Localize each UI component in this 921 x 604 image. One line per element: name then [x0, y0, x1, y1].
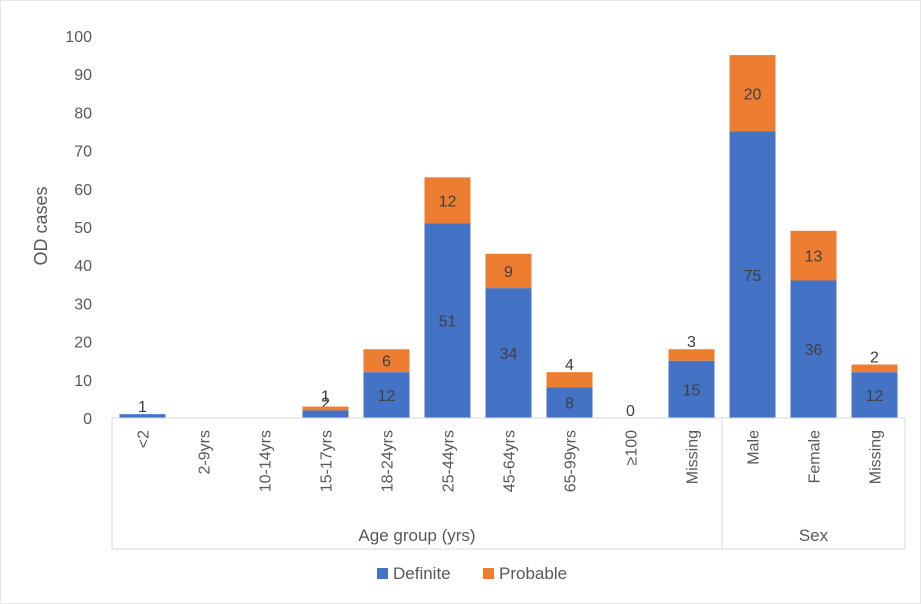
x-tick-label: ≥100: [624, 430, 641, 466]
x-tick-label: 25-44yrs: [441, 430, 458, 492]
data-label: 75: [744, 268, 762, 285]
y-tick-label: 60: [74, 182, 92, 199]
x-tick-label: Female: [807, 430, 824, 483]
legend-label: Definite: [393, 564, 451, 583]
legend-swatch-definite: [377, 568, 388, 579]
data-label: 36: [805, 342, 823, 359]
x-tick-label: 45-64yrs: [502, 430, 519, 492]
data-label: 12: [378, 388, 396, 405]
y-tick-label: 40: [74, 258, 92, 275]
legend-label: Probable: [499, 564, 567, 583]
bar-definite: [119, 414, 166, 418]
data-label: 1: [321, 389, 330, 406]
y-tick-label: 30: [74, 296, 92, 313]
x-tick-label: 18-24yrs: [380, 430, 397, 492]
data-label: 34: [500, 346, 518, 363]
bar-definite: [668, 360, 715, 418]
legend-swatch-probable: [483, 568, 494, 579]
bar-definite: [546, 387, 593, 418]
bar-definite: [790, 280, 837, 418]
bar-definite: [424, 223, 471, 418]
data-label: 9: [504, 264, 513, 281]
bar-probable: [302, 406, 349, 411]
y-tick-label: 100: [65, 29, 92, 46]
bar-probable: [851, 364, 898, 373]
bar-definite: [729, 131, 776, 418]
x-tick-label: Missing: [685, 430, 702, 484]
bar-definite: [485, 288, 532, 418]
x-tick-label: 10-14yrs: [258, 430, 275, 492]
bar-probable: [729, 55, 776, 132]
y-tick-label: 50: [74, 220, 92, 237]
data-label: 4: [565, 357, 574, 374]
data-label: 15: [683, 382, 701, 399]
bar-definite: [302, 410, 349, 418]
data-label: 0: [626, 403, 635, 420]
bar-probable: [485, 253, 532, 289]
x-tick-label: 15-17yrs: [319, 430, 336, 492]
x-tick-label: 65-99yrs: [563, 430, 580, 492]
data-label: 20: [744, 86, 762, 103]
group-label: Age group (yrs): [358, 526, 475, 545]
x-tick-label: 2-9yrs: [197, 430, 214, 474]
y-tick-label: 70: [74, 144, 92, 161]
y-tick-label: 90: [74, 67, 92, 84]
data-label: 6: [382, 354, 391, 371]
data-label: 2: [321, 395, 330, 412]
data-label: 13: [805, 249, 823, 266]
bar-probable: [668, 349, 715, 361]
y-tick-label: 80: [74, 105, 92, 122]
data-label: 3: [687, 334, 696, 351]
x-tick-label: <2: [136, 430, 153, 448]
y-tick-label: 0: [83, 411, 92, 428]
y-axis-title: OD cases: [31, 186, 51, 265]
data-label: 51: [439, 314, 457, 331]
bar-definite: [363, 372, 410, 418]
bar-probable: [363, 349, 410, 373]
y-tick-label: 20: [74, 335, 92, 352]
bar-probable: [546, 372, 593, 388]
data-label: 2: [870, 350, 879, 367]
bar-probable: [424, 177, 471, 224]
x-tick-label: Male: [746, 430, 763, 465]
data-label: 8: [565, 396, 574, 413]
bar-probable: [790, 230, 837, 281]
group-label: Sex: [799, 526, 829, 545]
y-tick-label: 10: [74, 373, 92, 390]
x-tick-label: Missing: [868, 430, 885, 484]
data-label: 12: [866, 388, 884, 405]
bar-definite: [851, 372, 898, 418]
data-label: 12: [439, 193, 457, 210]
data-label: 1: [138, 399, 147, 416]
